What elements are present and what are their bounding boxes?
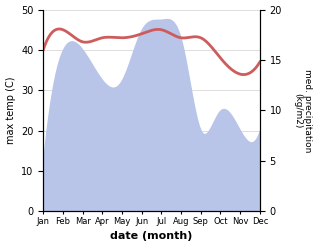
Y-axis label: max temp (C): max temp (C) bbox=[5, 77, 16, 144]
Y-axis label: med. precipitation
(kg/m2): med. precipitation (kg/m2) bbox=[293, 69, 313, 152]
X-axis label: date (month): date (month) bbox=[110, 231, 193, 242]
